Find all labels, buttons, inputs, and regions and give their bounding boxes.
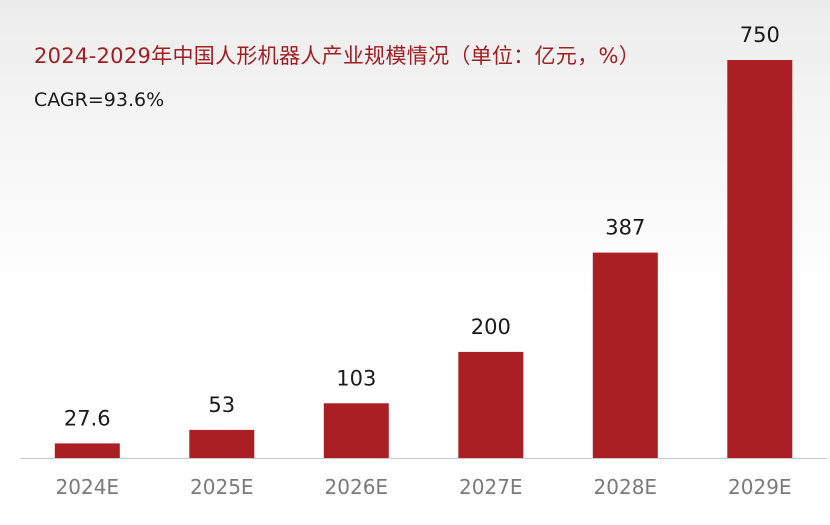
bar-2027E bbox=[458, 351, 524, 458]
value-label-2026E: 103 bbox=[336, 366, 376, 390]
value-label-2024E: 27.6 bbox=[64, 406, 111, 430]
bar-2024E bbox=[54, 443, 120, 458]
x-tick-label-2029E: 2029E bbox=[728, 475, 792, 499]
x-tick-label-2026E: 2026E bbox=[325, 475, 389, 499]
value-label-2028E: 387 bbox=[605, 216, 645, 240]
bar-2029E bbox=[727, 60, 793, 458]
bar-2026E bbox=[323, 403, 389, 458]
bar-2025E bbox=[189, 429, 255, 458]
bar-2028E bbox=[592, 252, 658, 458]
value-label-2025E: 53 bbox=[208, 393, 235, 417]
cagr-annotation: CAGR=93.6% bbox=[34, 89, 165, 111]
value-label-2029E: 750 bbox=[740, 23, 780, 47]
x-tick-label-2027E: 2027E bbox=[459, 475, 523, 499]
x-tick-label-2025E: 2025E bbox=[190, 475, 254, 499]
x-tick-label-2024E: 2024E bbox=[56, 475, 120, 499]
x-tick-label-2028E: 2028E bbox=[594, 475, 658, 499]
value-label-2027E: 200 bbox=[471, 315, 511, 339]
chart-title: 2024-2029年中国人形机器人产业规模情况（单位：亿元，%） bbox=[34, 44, 641, 68]
